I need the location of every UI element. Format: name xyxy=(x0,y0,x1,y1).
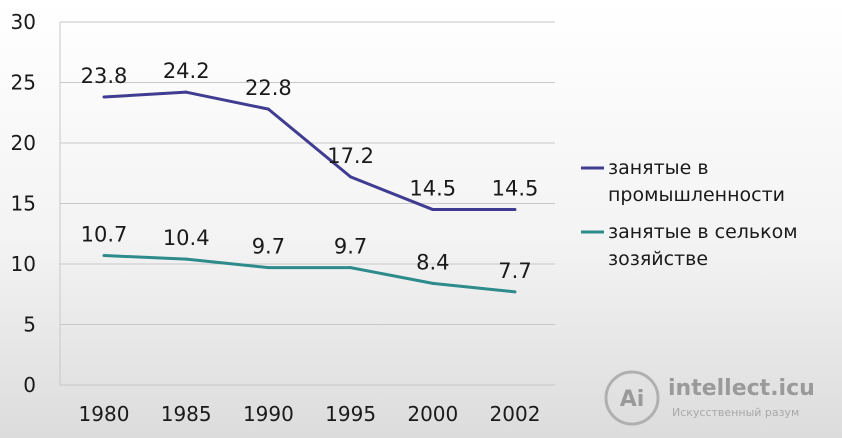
y-tick-label: 25 xyxy=(11,71,36,95)
data-label: 10.7 xyxy=(81,223,128,247)
y-tick-label: 10 xyxy=(11,252,36,276)
legend-label: занятые в сельком xyxy=(608,221,798,243)
data-point xyxy=(266,266,270,270)
y-tick-label: 5 xyxy=(23,313,36,337)
data-labels: 23.8 24.2 22.8 17.2 14.5 14.5 10.7 10.4 9.7 9.7 8.… xyxy=(81,59,539,283)
data-point xyxy=(349,266,353,270)
data-label: 8.4 xyxy=(416,250,449,274)
data-label: 17.2 xyxy=(327,144,374,168)
watermark-tagline: Искусственный разум xyxy=(672,406,799,419)
legend-label: промышленности xyxy=(608,184,785,206)
data-point xyxy=(184,90,188,94)
x-tick-label: 1980 xyxy=(79,402,130,426)
legend-label: занятые в xyxy=(608,157,709,179)
data-point xyxy=(431,208,435,212)
data-label: 14.5 xyxy=(492,177,539,201)
x-tick-label: 2000 xyxy=(407,402,458,426)
y-axis-ticks: 0 5 10 15 20 25 30 xyxy=(11,10,36,397)
data-label: 10.4 xyxy=(163,226,210,250)
data-point xyxy=(102,254,106,258)
data-point xyxy=(102,95,106,99)
watermark: Ai intellect.icu Искусственный разум xyxy=(604,370,815,426)
x-tick-label: 2002 xyxy=(490,402,541,426)
y-tick-label: 0 xyxy=(23,373,36,397)
watermark-logo-text: Ai xyxy=(620,387,645,412)
data-label: 9.7 xyxy=(334,235,367,259)
watermark-site: intellect.icu xyxy=(668,376,815,401)
data-point xyxy=(513,290,517,294)
data-point xyxy=(349,175,353,179)
x-tick-label: 1985 xyxy=(161,402,212,426)
data-label: 22.8 xyxy=(245,76,292,100)
data-point xyxy=(266,107,270,111)
data-label: 23.8 xyxy=(81,64,128,88)
data-point xyxy=(513,208,517,212)
data-point xyxy=(431,281,435,285)
legend: занятые в промышленности занятые в сельком… xyxy=(581,157,798,270)
series-line xyxy=(103,254,516,294)
series-lines xyxy=(102,90,517,294)
grid-lines xyxy=(59,21,555,386)
data-label: 14.5 xyxy=(409,177,456,201)
legend-label: зозяйстве xyxy=(608,248,708,270)
series-line xyxy=(103,90,515,212)
data-label: 9.7 xyxy=(252,235,285,259)
y-tick-label: 20 xyxy=(11,131,36,155)
data-label: 24.2 xyxy=(163,59,210,83)
y-tick-label: 15 xyxy=(11,192,36,216)
x-tick-label: 1995 xyxy=(325,402,376,426)
data-point xyxy=(184,257,188,261)
y-tick-label: 30 xyxy=(11,10,36,34)
watermark-logo-circle xyxy=(604,370,660,426)
x-axis-ticks: 1980 1985 1990 1995 2000 2002 xyxy=(79,402,541,426)
x-tick-label: 1990 xyxy=(243,402,294,426)
data-label: 7.7 xyxy=(498,259,531,283)
